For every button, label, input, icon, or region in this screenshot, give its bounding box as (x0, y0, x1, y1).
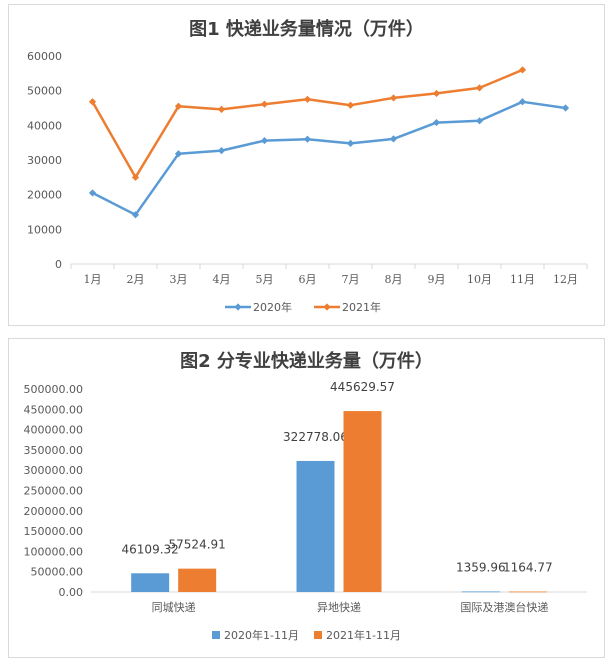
y-tick-label: 60000 (27, 50, 62, 63)
bar-2021年1-11月 (343, 411, 382, 592)
data-point (475, 84, 484, 92)
data-point (518, 66, 527, 74)
legend-label: 2021年1-11月 (326, 628, 401, 642)
data-label: 46109.32 (122, 542, 179, 556)
y-tick-label: 0 (55, 258, 62, 271)
data-point (389, 135, 398, 143)
x-tick-label: 同城快递 (152, 600, 196, 614)
x-tick-label: 4月 (213, 273, 231, 286)
y-tick-label: 50000.00 (31, 566, 84, 579)
data-label: 445629.57 (330, 380, 395, 394)
data-point (389, 94, 398, 102)
data-point (174, 102, 183, 110)
data-label: 322778.06 (283, 430, 348, 444)
data-point (88, 98, 97, 106)
data-point (475, 117, 484, 125)
data-point (174, 150, 183, 158)
bar-2021年1-11月 (508, 591, 547, 593)
x-tick-label: 12月 (553, 273, 578, 286)
x-tick-label: 7月 (342, 273, 360, 286)
data-point (561, 104, 570, 112)
data-point (260, 100, 269, 108)
y-tick-label: 400000.00 (24, 424, 84, 437)
x-tick-label: 5月 (256, 273, 274, 286)
bar-2021年1-11月 (178, 568, 217, 592)
data-label: 1359.96 (456, 560, 506, 574)
line-chart-title: 图1 快递业务量情况（万件） (189, 19, 424, 40)
y-tick-label: 50000 (27, 85, 62, 98)
data-point (432, 89, 441, 98)
x-tick-label: 3月 (170, 273, 188, 286)
y-tick-label: 20000 (27, 189, 62, 202)
bar-2020年1-11月 (131, 573, 170, 592)
y-tick-label: 150000.00 (24, 525, 84, 538)
line-chart-panel: 图1 快递业务量情况（万件） 0 10000 20000 30000 40000 5000… (8, 4, 605, 326)
data-point (260, 136, 269, 145)
legend-marker (234, 303, 242, 311)
bar-chart-svg: 0.00 50000.00 100000.00 150000.00 200000.00 2… (24, 380, 587, 642)
legend-label: 2021年 (342, 300, 381, 314)
y-tick-label: 350000.00 (24, 444, 84, 457)
legend-label: 2020年1-11月 (224, 628, 299, 642)
y-tick-label: 500000.00 (24, 383, 84, 396)
data-point (303, 95, 312, 103)
y-tick-label: 30000 (27, 154, 62, 167)
y-tick-label: 40000 (27, 119, 62, 132)
y-tick-label: 200000.00 (24, 505, 84, 518)
x-tick-label: 9月 (428, 273, 446, 286)
line-chart-svg: 0 10000 20000 30000 40000 50000 60000 1月 2月 3月 4月 5… (27, 50, 588, 314)
data-point (432, 118, 441, 127)
bar-chart-panel: 图2 分专业快递业务量（万件） 0.00 50000.00 100000.00 150… (8, 338, 605, 658)
data-point (131, 173, 140, 181)
legend-swatch (212, 631, 220, 639)
data-label: 1164.77 (503, 561, 553, 575)
data-point (346, 101, 355, 109)
data-label: 57524.91 (169, 538, 226, 552)
data-point (217, 147, 226, 155)
data-point (518, 98, 527, 106)
data-point (303, 135, 312, 143)
x-tick-label: 2月 (127, 273, 145, 286)
series-line-2021年 (91, 68, 523, 179)
legend-label: 2020年 (253, 300, 292, 314)
series-line-2020年 (91, 100, 566, 217)
y-tick-label: 100000.00 (24, 545, 84, 558)
x-tick-label: 国际及港澳台快递 (460, 600, 548, 614)
y-tick-label: 450000.00 (24, 403, 84, 416)
x-tick-label: 异地快递 (317, 600, 361, 614)
y-tick-label: 300000.00 (24, 464, 84, 477)
y-tick-label: 250000.00 (24, 485, 84, 498)
data-point (88, 189, 97, 197)
y-tick-label: 0.00 (59, 586, 84, 599)
legend-swatch (314, 631, 322, 639)
x-tick-label: 6月 (299, 273, 317, 286)
bar-2020年1-11月 (461, 591, 500, 593)
data-point (217, 105, 226, 113)
x-tick-label: 11月 (510, 273, 535, 286)
x-tick-label: 1月 (84, 273, 102, 286)
data-point (346, 139, 355, 147)
x-tick-label: 10月 (467, 273, 492, 286)
bar-2020年1-11月 (296, 460, 335, 592)
y-tick-label: 10000 (27, 223, 62, 236)
x-tick-label: 8月 (385, 273, 403, 286)
bar-chart-title: 图2 分专业快递业务量（万件） (180, 351, 433, 372)
data-point (131, 211, 140, 219)
legend-marker (323, 303, 331, 311)
